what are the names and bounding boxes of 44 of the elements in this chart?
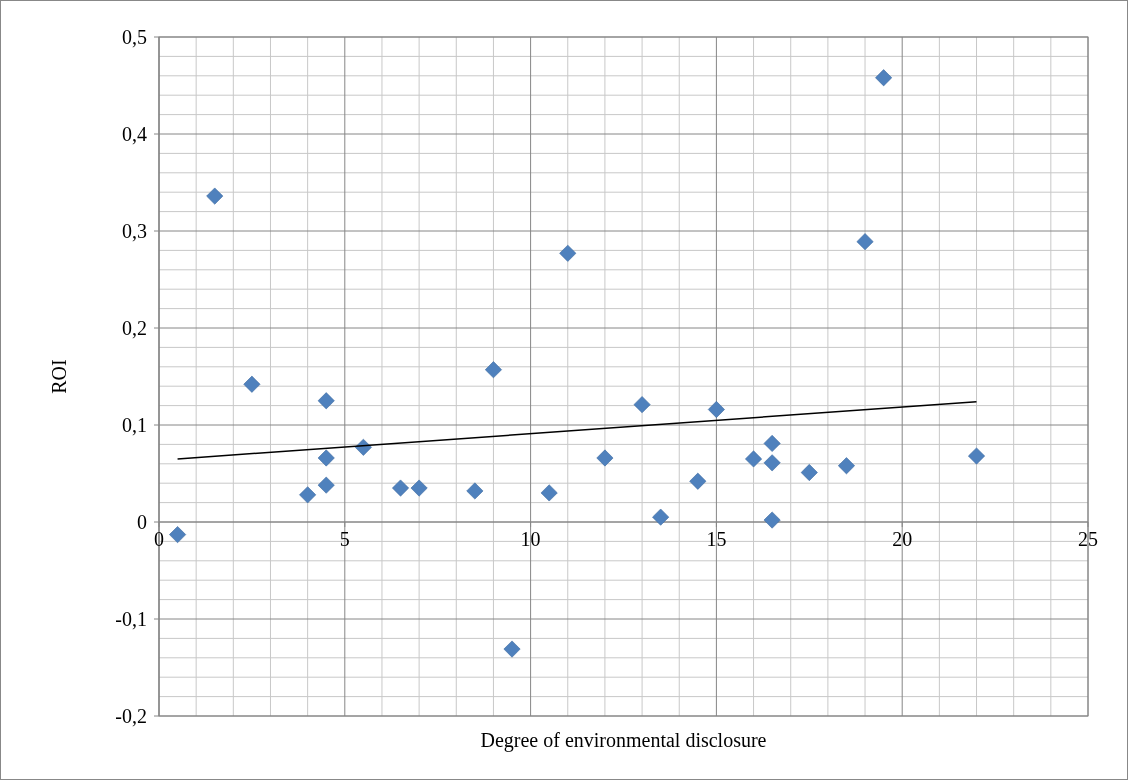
x-axis-title: Degree of environmental disclosure xyxy=(480,729,767,752)
y-axis-title: ROI xyxy=(48,359,70,394)
y-tick-label: 0,4 xyxy=(122,123,147,145)
point xyxy=(410,479,428,497)
point xyxy=(968,447,985,465)
point xyxy=(169,526,187,544)
y-tick-label: 0,2 xyxy=(122,317,147,339)
x-tick-label: 10 xyxy=(520,528,541,550)
point xyxy=(652,508,670,526)
point xyxy=(763,434,781,452)
y-tick-label: 0,1 xyxy=(122,414,147,436)
y-tick-label: 0 xyxy=(137,511,147,533)
y-tick-label: -0,2 xyxy=(115,705,147,727)
x-tick-label: 20 xyxy=(892,528,913,550)
point xyxy=(317,392,335,410)
point xyxy=(800,464,818,481)
point xyxy=(559,244,577,262)
point xyxy=(243,375,261,393)
point xyxy=(856,233,874,251)
point xyxy=(707,401,725,418)
point xyxy=(763,454,781,472)
point xyxy=(392,479,410,497)
point xyxy=(689,472,707,490)
point xyxy=(596,449,614,467)
point xyxy=(838,457,855,475)
point xyxy=(875,69,893,87)
x-tick-label: 15 xyxy=(706,528,727,550)
point xyxy=(745,450,763,468)
point xyxy=(299,486,317,504)
y-tick-label: -0,1 xyxy=(115,608,147,630)
x-tick-label: 5 xyxy=(339,528,350,550)
x-tick-label: 25 xyxy=(1078,528,1098,550)
y-tick-label: 0,3 xyxy=(122,220,147,242)
point xyxy=(466,482,484,500)
point xyxy=(317,449,335,467)
point xyxy=(317,476,335,494)
x-tick-label: 0 xyxy=(154,528,164,550)
y-tick-label: 0,5 xyxy=(122,26,147,48)
point xyxy=(540,484,558,502)
point xyxy=(503,640,521,658)
point xyxy=(206,187,224,205)
point xyxy=(763,511,781,529)
point xyxy=(633,396,651,414)
point xyxy=(484,361,502,379)
